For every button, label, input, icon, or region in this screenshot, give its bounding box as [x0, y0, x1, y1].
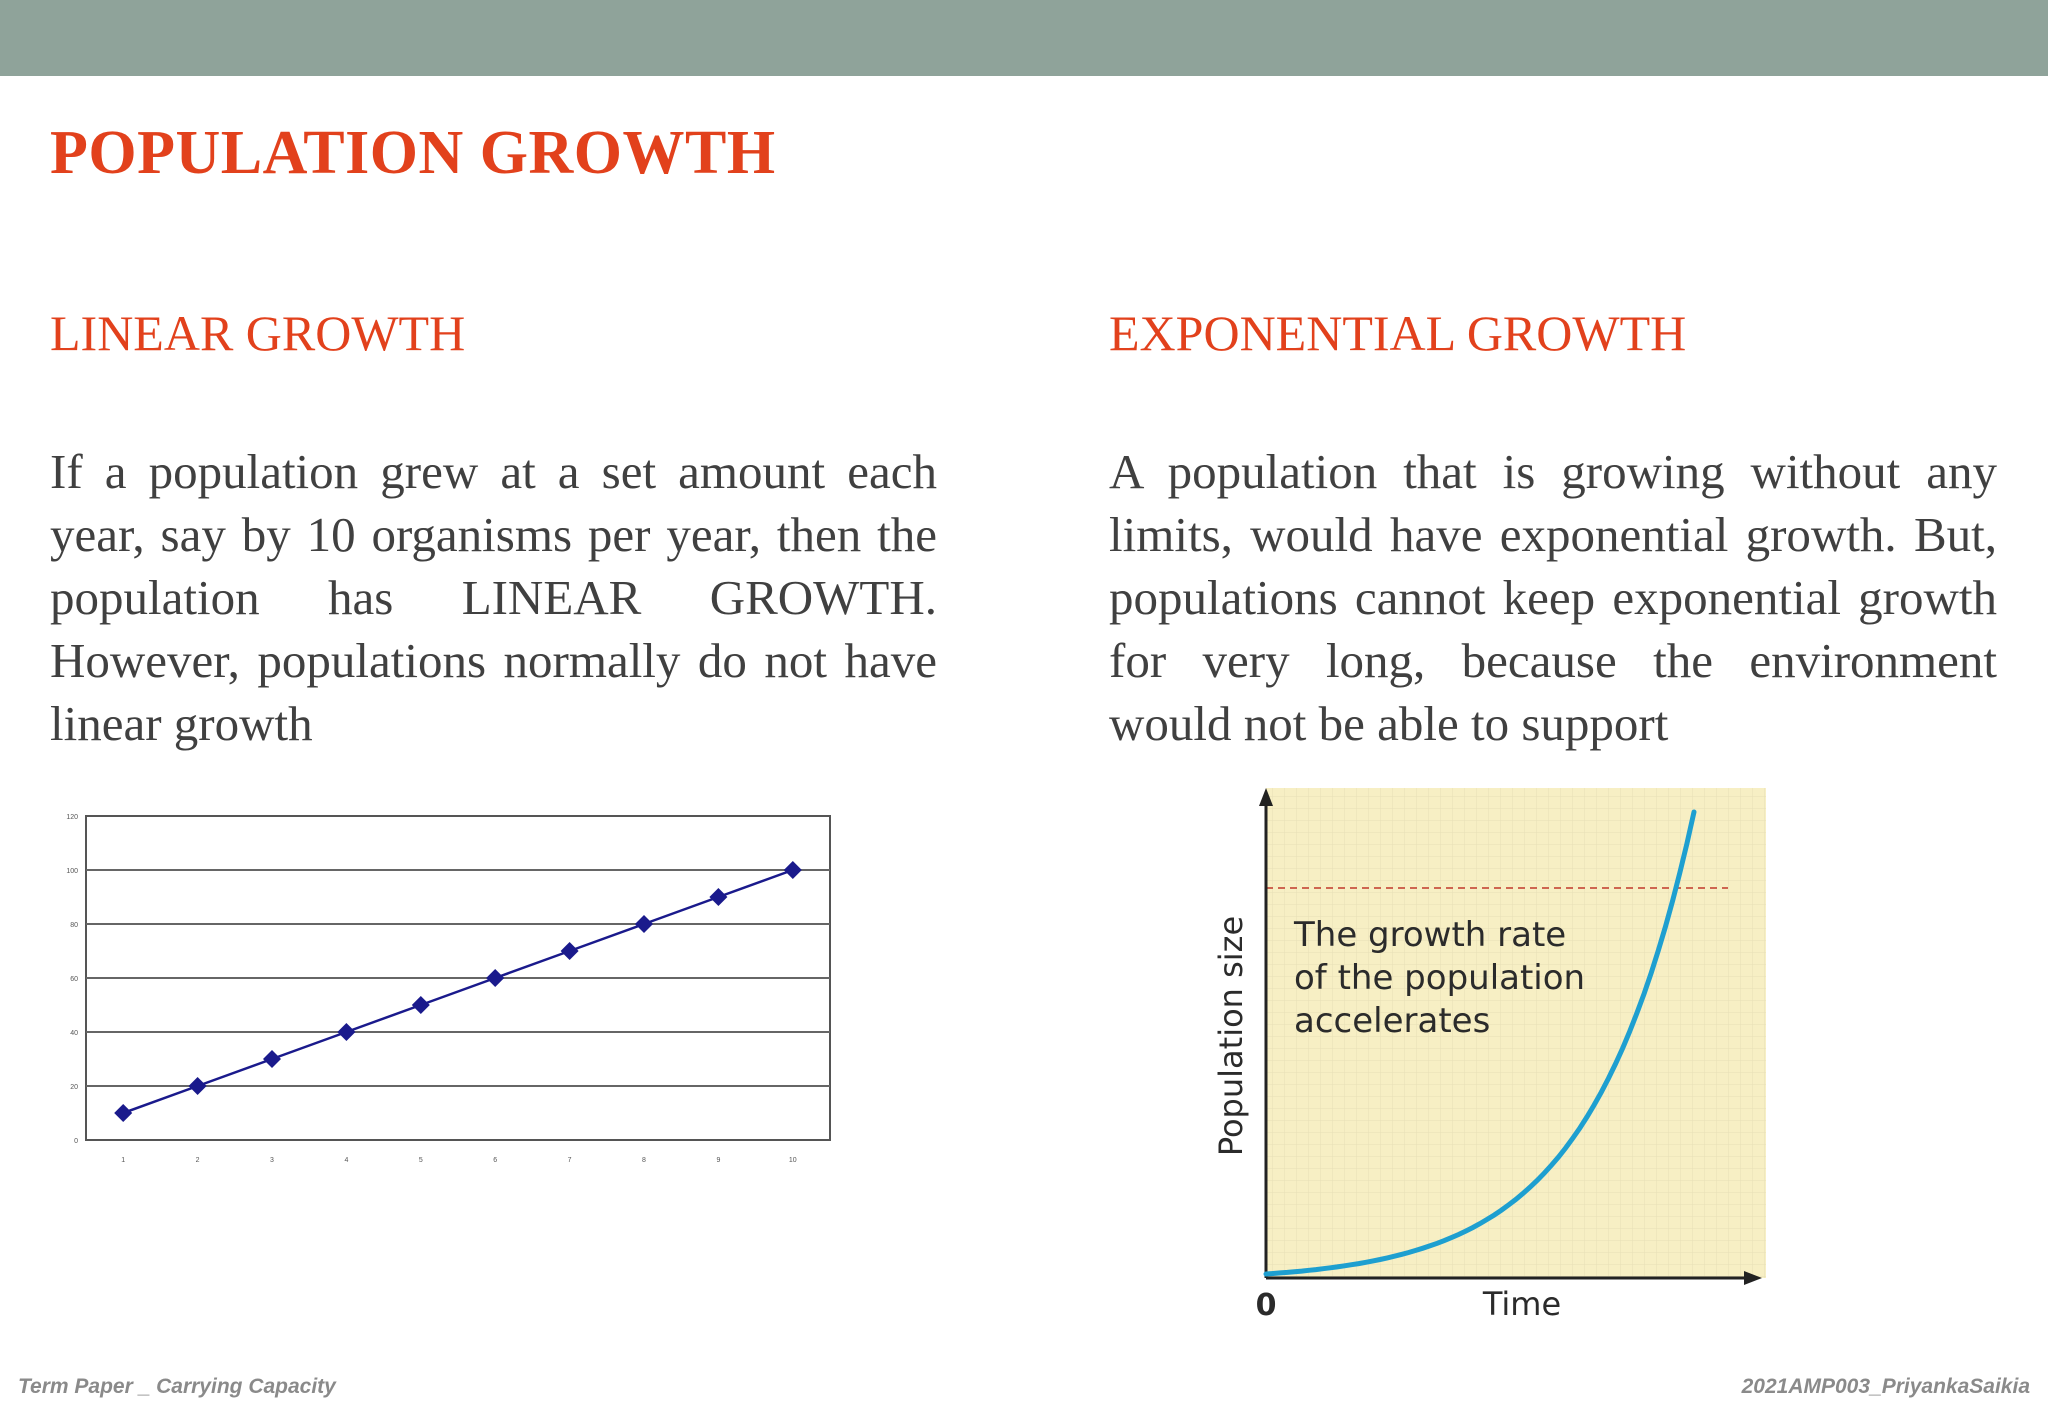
linear-data-point [114, 1104, 133, 1122]
linear-chart-y-tick-label: 20 [70, 1084, 78, 1091]
linear-chart-grid [85, 815, 831, 1141]
linear-growth-chart: 0 20 40 60 80 100 120 1 2 3 4 5 6 7 8 9 10 [66, 814, 831, 1164]
linear-chart-y-tick-label: 100 [66, 868, 78, 875]
linear-chart-y-tick-label: 0 [74, 1138, 78, 1145]
linear-data-point [709, 888, 728, 906]
exponential-growth-text: A population that is growing without any… [1109, 444, 1997, 751]
linear-chart-x-tick-label: 2 [196, 1157, 200, 1164]
linear-chart-x-tick-label: 9 [716, 1157, 720, 1164]
footer-right: 2021AMP003_PriyankaSaikia [1741, 1375, 2030, 1398]
linear-data-point [486, 969, 505, 987]
linear-chart-y-tick-label: 60 [70, 976, 78, 983]
linear-data-point [560, 942, 579, 960]
exp-x-axis-arrow [1744, 1271, 1762, 1285]
exponential-growth-chart: The growth rate of the population accele… [1212, 788, 1766, 1323]
linear-data-point [635, 915, 653, 933]
exp-y-axis-arrow [1259, 788, 1273, 806]
linear-chart-x-tick-label: 6 [493, 1157, 497, 1164]
linear-chart-series [114, 861, 802, 1122]
linear-chart-y-tick-label: 80 [70, 922, 78, 929]
linear-chart-x-ticks: 1 2 3 4 5 6 7 8 9 10 [121, 1157, 797, 1164]
exponential-growth-heading: EXPONENTIAL GROWTH [1109, 305, 1687, 361]
slide-title: POPULATION GROWTH [50, 119, 776, 187]
linear-chart-y-ticks: 0 20 40 60 80 100 120 [66, 814, 78, 1145]
linear-growth-text: If a population grew at a set amount eac… [50, 444, 937, 751]
linear-growth-heading: LINEAR GROWTH [50, 305, 466, 361]
linear-data-point [337, 1023, 356, 1041]
linear-chart-x-tick-label: 4 [344, 1157, 348, 1164]
linear-chart-x-tick-label: 8 [642, 1157, 646, 1164]
linear-data-point [188, 1077, 207, 1095]
exp-annotation-line-3: accelerates [1294, 1001, 1490, 1041]
linear-series-line [122, 868, 794, 1115]
exp-annotation-line-2: of the population [1294, 958, 1585, 998]
linear-chart-y-tick-label: 120 [66, 814, 78, 821]
exp-growth-curve [1263, 809, 1697, 1277]
top-bar [0, 0, 2048, 76]
linear-data-point [783, 861, 802, 879]
linear-chart-x-tick-label: 10 [789, 1157, 797, 1164]
exp-x-axis-label: Time [1482, 1285, 1561, 1323]
linear-chart-x-tick-label: 3 [270, 1157, 274, 1164]
linear-chart-x-tick-label: 1 [121, 1157, 125, 1164]
linear-chart-y-tick-label: 40 [70, 1030, 78, 1037]
exp-y-axis-label: Population size [1212, 916, 1250, 1156]
linear-data-point [263, 1050, 281, 1068]
footer-left: Term Paper _ Carrying Capacity [18, 1375, 336, 1398]
linear-chart-x-tick-label: 7 [568, 1157, 572, 1164]
exp-annotation-line-1: The growth rate [1293, 915, 1566, 955]
linear-data-point [411, 996, 430, 1014]
linear-chart-x-tick-label: 5 [419, 1157, 423, 1164]
exp-origin-label: 0 [1256, 1288, 1277, 1323]
